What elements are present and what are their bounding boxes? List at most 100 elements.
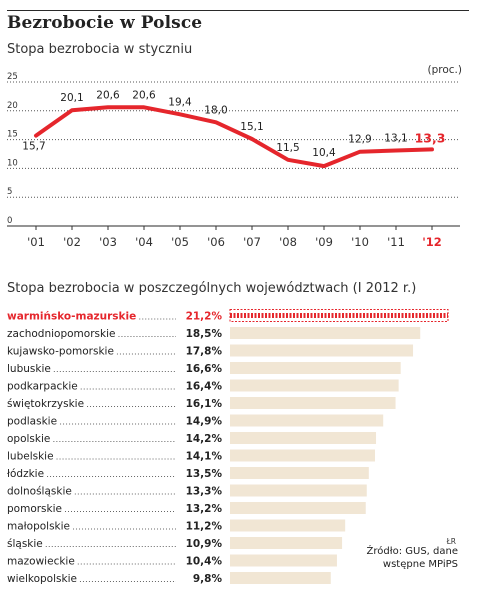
y-tick-label: 25 — [7, 72, 18, 82]
x-tick-label: '03 — [99, 235, 117, 249]
bar-value-label: 14,1% — [186, 451, 223, 463]
x-tick-label: '12 — [422, 235, 442, 249]
page-title: Bezrobocie w Polsce — [7, 13, 203, 33]
data-label: 13,3 — [415, 130, 446, 145]
source-line-2: wstępne MPiPS — [382, 558, 458, 570]
data-label: 18,0 — [204, 104, 227, 116]
source-note: Źródło: GUS, dane wstępne MPiPS — [367, 546, 458, 571]
bar-category-label: opolskie — [7, 433, 50, 445]
bar — [230, 484, 367, 497]
bar-category-label: lubuskie — [7, 363, 51, 375]
x-tick-label: '09 — [315, 235, 333, 249]
bar-category-label: warmińsko-mazurskie — [7, 311, 136, 323]
bar-category-label: lubelskie — [7, 451, 54, 463]
bar — [230, 572, 331, 584]
y-tick-label: 10 — [7, 158, 18, 168]
bar-category-label: pomorskie — [7, 503, 62, 515]
bar-value-label: 13,2% — [186, 503, 223, 515]
data-point — [107, 106, 109, 108]
bar-category-label: świętokrzyskie — [7, 398, 84, 410]
bar — [230, 467, 369, 479]
data-label: 12,9 — [348, 134, 371, 146]
data-label: 20,6 — [96, 89, 120, 101]
x-tick-label: '06 — [207, 235, 225, 249]
data-label: 20,6 — [132, 89, 156, 101]
x-tick-label: '10 — [351, 235, 369, 249]
data-label: 20,1 — [60, 92, 83, 104]
bar — [230, 397, 396, 409]
bar-category-label: zachodniopomorskie — [7, 328, 115, 340]
y-tick-label: 0 — [7, 216, 12, 226]
bar-value-label: 16,1% — [186, 398, 223, 410]
bar-value-label: 10,9% — [186, 538, 223, 550]
x-tick-label: '01 — [27, 235, 45, 249]
bar — [230, 414, 384, 427]
data-point — [71, 109, 73, 111]
data-point — [323, 165, 325, 167]
data-label: 13,1 — [384, 133, 407, 145]
bar-value-label: 16,6% — [186, 363, 223, 375]
bar — [230, 327, 421, 339]
bar-category-label: małopolskie — [7, 521, 70, 533]
bar-value-label: 14,9% — [186, 416, 223, 428]
data-point — [395, 150, 397, 152]
data-point — [251, 138, 253, 140]
bar-category-label: kujawsko-pomorskie — [7, 346, 114, 358]
data-label: 15,1 — [240, 121, 263, 133]
bar-value-label: 9,8% — [193, 573, 223, 585]
bar-value-label: 16,4% — [186, 381, 223, 393]
bar-category-label: dolnośląskie — [7, 486, 72, 498]
series-line — [34, 105, 434, 169]
line-chart-subtitle: Stopa bezrobocia w styczniu — [7, 42, 193, 57]
bar — [230, 502, 366, 514]
line-chart: 0 5 10 15 20 25 '01 '02 '03 '04 '05 '06 '07 '08 '09 '10… — [7, 72, 460, 249]
bar-value-label: 11,2% — [186, 521, 223, 533]
data-point — [179, 113, 181, 115]
bar — [230, 519, 346, 532]
bar-value-label: 14,2% — [186, 433, 223, 445]
data-point — [359, 151, 361, 153]
bar — [230, 432, 377, 444]
bar-category-label: śląskie — [7, 538, 43, 550]
bar — [230, 449, 375, 462]
bar — [230, 362, 401, 374]
data-point — [143, 106, 145, 108]
y-tick-label: 15 — [7, 130, 18, 140]
bar-category-label: podlaskie — [7, 416, 57, 428]
x-tick-label: '07 — [243, 235, 261, 249]
data-point — [431, 148, 433, 150]
bar-value-label: 18,5% — [186, 328, 223, 340]
bar-category-label: podkarpackie — [7, 381, 78, 393]
x-tick-label: '11 — [387, 235, 405, 249]
bar-category-label: mazowieckie — [7, 556, 75, 568]
bar — [230, 344, 414, 357]
author-initials: ŁR — [446, 537, 456, 546]
y-tick-label: 20 — [7, 101, 18, 111]
source-line-1: Źródło: GUS, dane — [366, 546, 458, 557]
bar-value-label: 13,3% — [186, 486, 223, 498]
y-tick-label: 5 — [7, 187, 12, 197]
data-label: 15,7 — [22, 141, 45, 153]
x-tick-label: '05 — [171, 235, 189, 249]
bar-category-label: wielkopolskie — [7, 573, 77, 585]
bar — [230, 379, 399, 392]
bar-value-label: 17,8% — [186, 346, 223, 358]
data-label: 10,4 — [312, 147, 336, 159]
bar-chart: warmińsko-mazurskie 21,2% zachodniopomorsk… — [7, 309, 449, 585]
bar-value-label: 21,2% — [186, 311, 223, 323]
x-tick-label: '02 — [63, 235, 81, 249]
top-rule — [7, 10, 469, 11]
bar-category-label: łódzkie — [7, 468, 44, 480]
x-tick-label: '04 — [135, 235, 153, 249]
bar-chart-title: Stopa bezrobocia w poszczególnych wojewó… — [7, 281, 417, 296]
bar-value-label: 13,5% — [186, 468, 223, 480]
data-point — [35, 135, 37, 137]
data-point — [287, 159, 289, 161]
bar — [230, 537, 343, 549]
unit-label: (proc.) — [427, 64, 462, 76]
bar — [230, 554, 337, 567]
data-label: 11,5 — [276, 142, 299, 154]
bar-value-label: 10,4% — [186, 556, 223, 568]
data-point — [215, 121, 217, 123]
x-tick-label: '08 — [279, 235, 297, 249]
